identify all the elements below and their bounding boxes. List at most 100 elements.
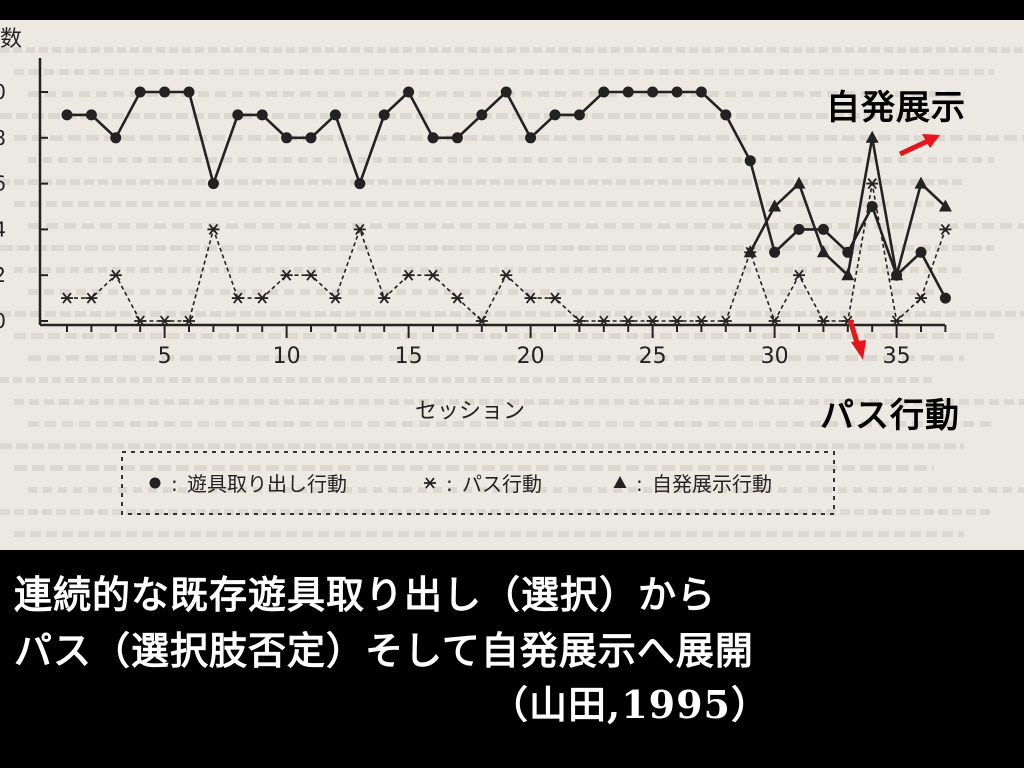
data-point-circle [866,201,878,212]
x-tick-label: 15 [395,344,423,369]
data-point-asterisk [573,315,586,327]
data-point-circle [61,109,73,121]
data-point-asterisk [915,292,927,304]
data-point-circle [256,109,268,121]
data-point-circle [232,109,244,121]
data-point-asterisk [646,315,659,327]
line-chart: 5 10 15 20 25 30 35 0 2 4 6 8 10 数 セッション : 遊具取り出し行動:… [0,27,1024,537]
data-point-circle [793,223,805,235]
x-tick-label: 30 [761,344,789,369]
data-point-circle [159,86,171,98]
chart-axes [38,58,945,327]
data-point-asterisk [402,269,415,281]
data-point-asterisk [207,223,220,235]
data-point-triangle [865,130,879,143]
y-tick-label: 6 [0,172,6,196]
data-point-triangle [792,176,806,189]
data-point-circle [720,109,732,121]
legend-marker-triangle [613,476,627,488]
data-point-circle [549,109,561,121]
chart-legend: : 遊具取り出し行動: パス行動: 自発展示行動 [121,451,835,515]
data-point-asterisk [719,315,732,327]
data-point-triangle [768,199,782,212]
legend-label: パス行動 [462,472,542,496]
x-axis-label: セッション [415,399,525,424]
x-tick-label: 20 [517,344,545,369]
legend-colon: : [636,472,643,496]
data-point-asterisk [183,315,195,327]
y-tick-label: 4 [0,217,6,241]
data-point-asterisk [231,292,244,304]
data-point-circle [500,86,512,98]
data-point-circle [110,132,122,144]
data-point-asterisk [622,315,635,327]
data-point-triangle [890,268,904,281]
data-point-asterisk [890,315,903,327]
y-axis-label: 数 [0,27,22,52]
data-point-asterisk [768,315,781,327]
arrow-to-pass [847,319,866,360]
y-tick-label: 0 [0,309,6,333]
data-point-circle [671,86,683,98]
data-point-circle [207,178,219,190]
data-point-asterisk [109,269,122,281]
data-point-asterisk [524,292,537,304]
legend-colon: : [171,472,178,496]
data-point-circle [427,132,439,144]
data-point-asterisk [500,269,513,281]
data-point-asterisk [305,269,317,281]
data-point-circle [281,132,293,144]
caption-line-2: パス（選択肢否定）そして自発展示へ展開 [14,629,754,673]
data-point-circle [354,178,366,190]
data-point-asterisk [475,315,488,327]
data-point-triangle [816,245,830,258]
caption-panel: 連続的な既存遊具取り出し（選択）から パス（選択肢否定）そして自発展示へ展開 （… [0,550,1024,768]
x-ticks: 5 10 15 20 25 30 35 [66,325,947,369]
data-point-asterisk [256,292,269,304]
annotation-pass: パス行動 [820,396,960,436]
data-point-circle [573,109,585,121]
data-point-circle [769,246,781,258]
data-point-asterisk [866,178,879,190]
data-point-circle [915,246,927,258]
data-point-circle [85,109,97,121]
legend-marker-asterisk [424,477,436,489]
data-point-circle [647,86,659,98]
data-point-triangle [841,268,855,281]
data-point-asterisk [134,315,147,327]
x-tick-label: 35 [883,344,911,369]
data-point-triangle [914,176,928,189]
data-point-asterisk [671,315,683,327]
data-point-circle [329,109,341,121]
data-point-circle [525,132,537,144]
annotation-self-display: 自発展示 [826,88,966,128]
data-point-asterisk [280,269,293,281]
scanned-chart-figure: 5 10 15 20 25 30 35 0 2 4 6 8 10 数 セッション : 遊具取り出し行動:… [0,20,1024,550]
legend-marker-circle [149,477,161,489]
legend-label: 遊具取り出し行動 [187,472,347,496]
data-point-asterisk [939,223,952,235]
data-point-circle [305,132,317,144]
x-tick-label: 10 [273,344,301,369]
data-point-circle [939,292,951,304]
data-point-circle [451,132,463,144]
data-point-circle [476,109,488,121]
arrow-to-self-display [898,134,940,157]
data-point-circle [695,86,707,98]
data-point-asterisk [597,315,610,327]
y-tick-label: 8 [0,126,6,150]
caption-line-1: 連続的な既存遊具取り出し（選択）から [14,573,717,617]
x-tick-label: 25 [639,344,667,369]
x-tick-label: 5 [158,344,172,369]
data-point-circle [134,86,146,98]
data-point-circle [403,86,415,98]
background-text-texture [0,47,1024,537]
data-point-asterisk [549,292,561,304]
data-point-asterisk [427,269,439,281]
data-point-circle [183,86,195,98]
data-point-circle [378,109,390,121]
legend-label: 自発展示行動 [652,472,772,496]
series-markers [61,86,952,327]
data-point-asterisk [61,292,73,304]
data-point-asterisk [793,269,805,281]
